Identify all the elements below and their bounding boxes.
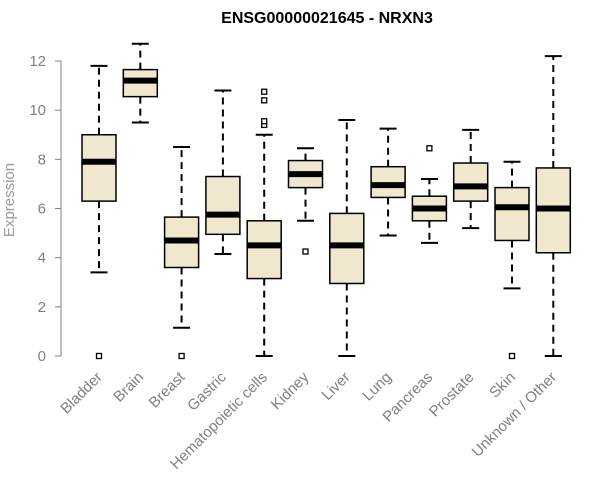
y-tick-label-6: 6 [38,201,46,218]
box-brain [122,42,159,124]
x-tick-label-kidney: Kidney [268,368,313,413]
y-tick-label-2: 2 [38,299,46,316]
x-tick-label-breast: Breast [146,368,189,411]
outlier-breast-0 [178,352,185,360]
box-hematopoietic-cells [246,88,282,357]
iqr-box-gastric [205,175,241,236]
box-unknown-other [535,55,572,357]
x-tick-label-skin: Skin [486,369,519,402]
box-gastric [205,89,241,255]
outlier-skin-0 [508,352,516,360]
iqr-box-bladder [81,134,117,202]
box-kidney [287,147,324,255]
box-prostate [452,128,489,230]
iqr-box-lung [370,165,406,199]
y-tick-label-8: 8 [38,151,46,168]
box-breast [163,146,200,360]
x-tick-label-prostate: Prostate [426,369,478,421]
box-pancreas [411,145,448,244]
y-tick-label-12: 12 [29,53,46,70]
y-axis-ticks: 0 2 4 6 8 10 12 [29,53,61,365]
box-liver [329,119,365,357]
x-tick-label-bladder: Bladder [57,369,106,418]
box-bladder [81,64,117,360]
box-skin [494,160,530,360]
outlier-hematopoietic-cells-3 [261,88,268,95]
iqr-box-skin [494,186,530,242]
outlier-hematopoietic-cells-1 [261,118,268,125]
y-axis-label: Expression [1,163,18,237]
boxes-group [81,42,572,360]
y-tick-label-0: 0 [38,348,46,365]
x-tick-label-liver: Liver [319,369,354,404]
outlier-bladder-0 [95,352,103,360]
iqr-box-hematopoietic-cells [246,220,282,280]
box-lung [370,127,406,237]
x-tick-label-brain: Brain [110,369,147,406]
iqr-box-liver [329,212,365,285]
x-tick-label-lung: Lung [359,369,395,405]
outlier-hematopoietic-cells-2 [261,97,268,104]
chart-title: ENSG00000021645 - NRXN3 [221,10,433,27]
iqr-box-prostate [452,162,489,202]
outlier-pancreas-0 [426,145,433,152]
outlier-kidney-0 [302,248,309,255]
y-tick-label-4: 4 [38,250,46,267]
y-tick-label-10: 10 [29,102,46,119]
